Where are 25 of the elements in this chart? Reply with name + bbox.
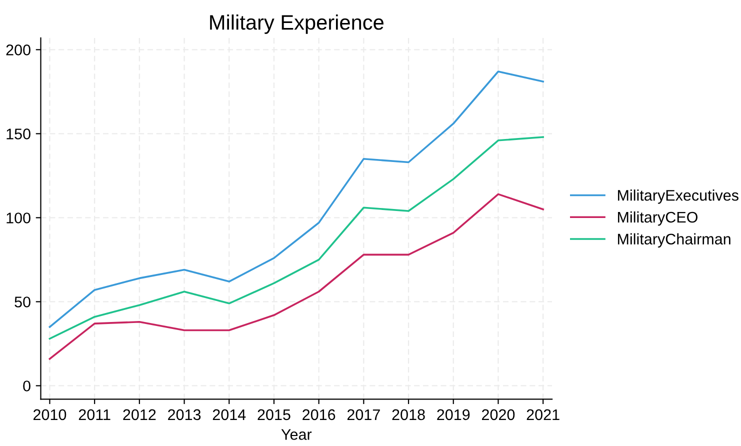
x-tick-label: 2013 bbox=[168, 409, 201, 420]
y-tick-label: 0 bbox=[23, 380, 30, 392]
y-tick-label: 150 bbox=[6, 128, 30, 140]
y-tick-label: 50 bbox=[14, 296, 30, 308]
x-tick-label: 2012 bbox=[123, 409, 156, 420]
x-tick-label: 2020 bbox=[482, 409, 515, 420]
x-tick-label: 2021 bbox=[526, 409, 560, 420]
x-tick-label: 2014 bbox=[212, 409, 246, 420]
legend-label: MilitaryChairman bbox=[618, 233, 730, 248]
chart-title: Military Experience bbox=[210, 14, 384, 34]
legend-label: MilitaryExecutives bbox=[618, 190, 738, 204]
y-tick-label: 100 bbox=[6, 212, 30, 224]
x-tick-label: 2010 bbox=[34, 409, 66, 420]
line-series bbox=[48, 193, 544, 360]
legend-label: MilitaryCEO bbox=[618, 211, 698, 226]
x-tick-label: 2015 bbox=[258, 409, 290, 420]
line-series bbox=[48, 70, 544, 328]
x-tick-label: 2017 bbox=[347, 409, 380, 420]
x-axis-title: Year bbox=[281, 429, 312, 440]
y-tick-label: 200 bbox=[6, 44, 30, 56]
x-tick-label: 2016 bbox=[302, 409, 336, 420]
line-series bbox=[48, 136, 544, 340]
x-tick-label: 2018 bbox=[392, 409, 425, 420]
x-tick-label: 2011 bbox=[78, 409, 110, 420]
x-tick-label: 2019 bbox=[437, 409, 470, 420]
